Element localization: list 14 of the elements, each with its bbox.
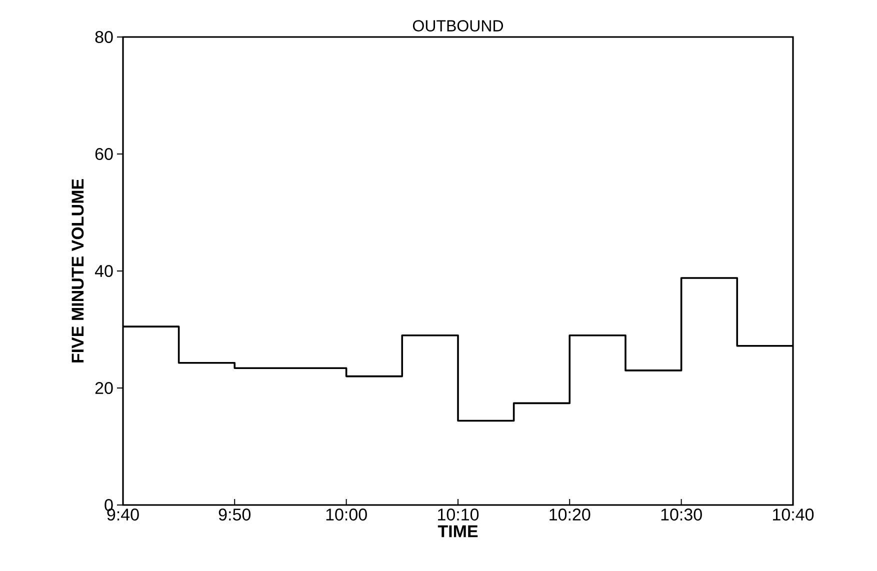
x-tick-label: 10:00 [326, 508, 367, 521]
x-tick-label: 10:10 [438, 508, 479, 521]
x-tick-label: 9:40 [107, 508, 139, 521]
x-tick-label: 9:50 [218, 508, 251, 521]
y-axis-title: FIVE MINUTE VOLUME [72, 179, 84, 362]
y-tick-label: 60 [95, 148, 113, 160]
x-tick-label: 10:20 [550, 508, 590, 521]
y-tick-label: 40 [94, 264, 113, 278]
x-axis-title: TIME [438, 525, 478, 538]
x-tick-label: 10:40 [773, 508, 814, 521]
y-tick-label: 80 [95, 30, 113, 44]
y-tick-label: 20 [95, 382, 113, 394]
x-tick-label: 10:30 [661, 508, 702, 521]
chart-title: OUTBOUND [412, 20, 504, 32]
